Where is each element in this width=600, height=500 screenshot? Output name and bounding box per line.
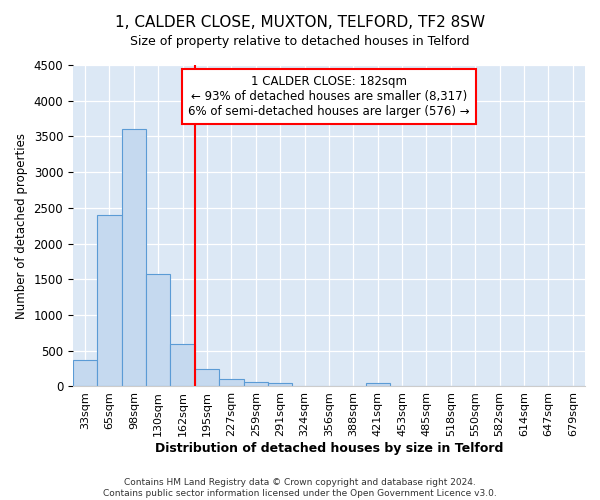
Bar [73,360,97,386]
Y-axis label: Number of detached properties: Number of detached properties [15,132,28,318]
Text: Size of property relative to detached houses in Telford: Size of property relative to detached ho… [130,35,470,48]
Bar [195,370,219,386]
Text: Contains HM Land Registry data © Crown copyright and database right 2024.
Contai: Contains HM Land Registry data © Crown c… [103,478,497,498]
Bar [365,382,390,386]
Bar [146,274,170,386]
X-axis label: Distribution of detached houses by size in Telford: Distribution of detached houses by size … [155,442,503,455]
Bar [170,344,195,386]
Text: 1 CALDER CLOSE: 182sqm
← 93% of detached houses are smaller (8,317)
6% of semi-d: 1 CALDER CLOSE: 182sqm ← 93% of detached… [188,74,470,118]
Bar [244,382,268,386]
Bar [268,382,292,386]
Text: 1, CALDER CLOSE, MUXTON, TELFORD, TF2 8SW: 1, CALDER CLOSE, MUXTON, TELFORD, TF2 8S… [115,15,485,30]
Bar [97,215,122,386]
Bar [219,379,244,386]
Bar [122,130,146,386]
